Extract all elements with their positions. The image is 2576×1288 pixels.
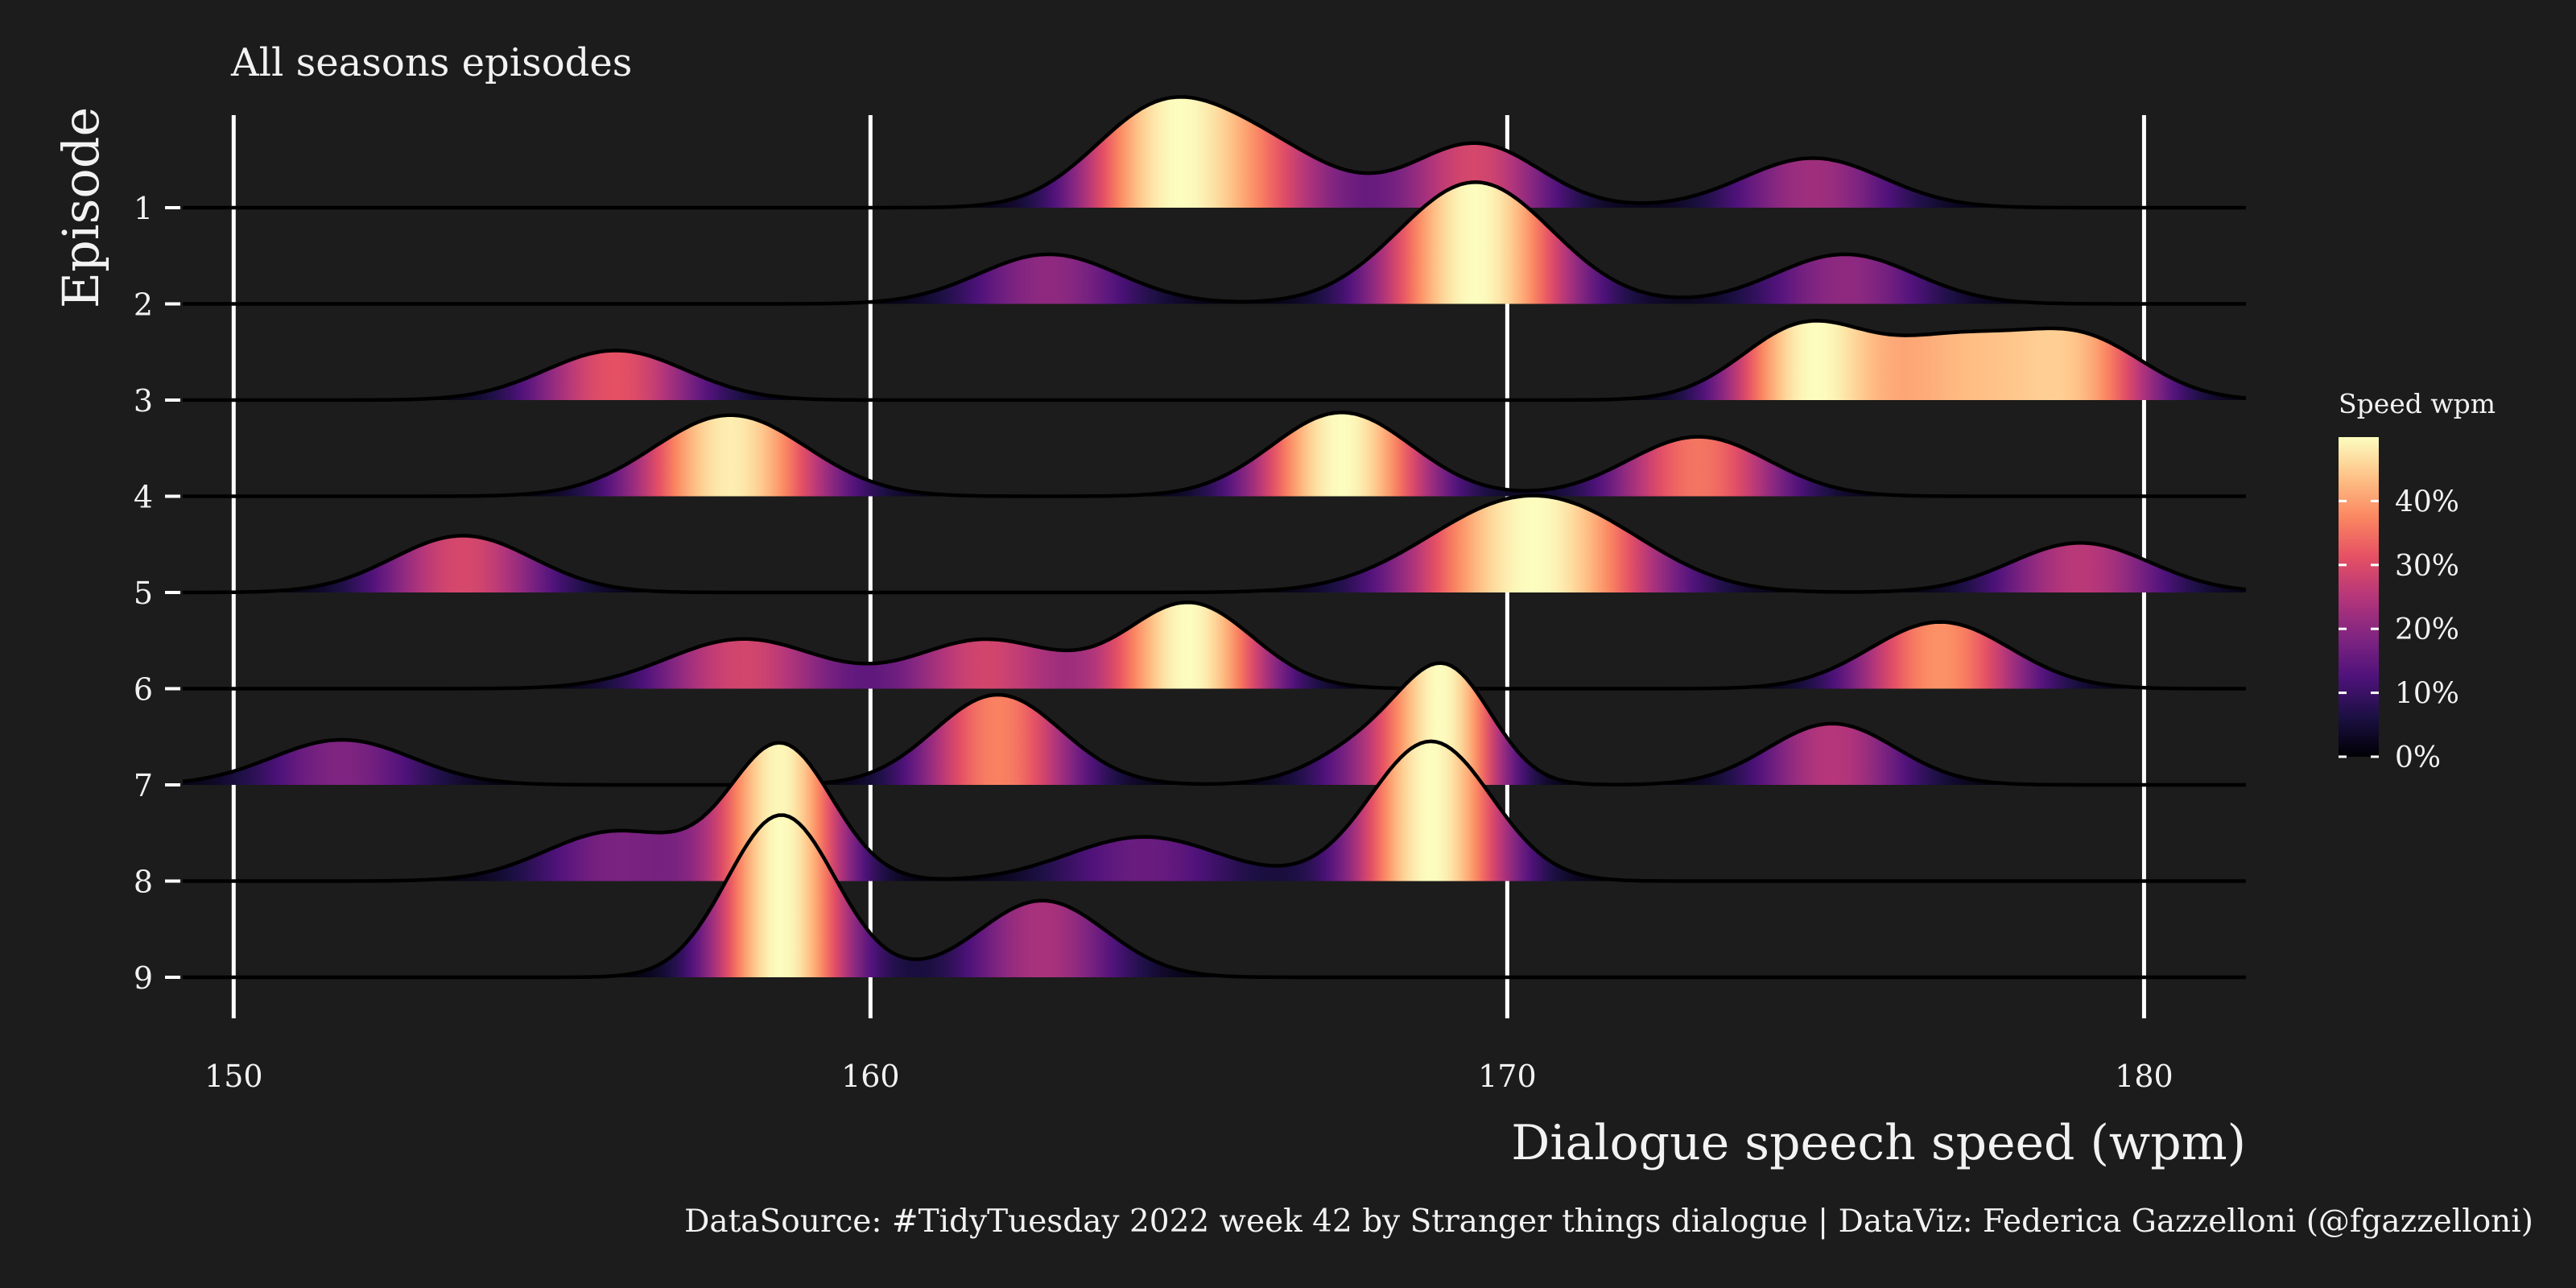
y-tick-label-6: 6 <box>134 672 153 708</box>
x-tick-label-170: 170 <box>1478 1059 1537 1094</box>
ridges <box>183 97 2246 977</box>
legend-colorbar <box>2339 437 2379 757</box>
legend-title: Speed wpm <box>2339 388 2496 419</box>
y-tick-label-5: 5 <box>134 576 153 611</box>
ridge-fill-episode-5 <box>183 496 2246 592</box>
y-tick-label-1: 1 <box>134 191 153 226</box>
ridge-fill-episode-9 <box>183 815 2246 977</box>
x-axis-title: Dialogue speech speed (wpm) <box>1511 1115 2246 1171</box>
y-axis-title: Episode <box>52 107 110 308</box>
y-tick-label-3: 3 <box>134 383 153 419</box>
x-tick-label-180: 180 <box>2115 1059 2174 1094</box>
legend-tick-label-20: 20% <box>2395 613 2459 646</box>
x-tick-label-160: 160 <box>841 1059 900 1094</box>
subtitle: All seasons episodes <box>230 40 632 85</box>
legend-tick-label-0: 0% <box>2395 741 2441 774</box>
ridge-fill-episode-8 <box>183 741 2246 881</box>
ridge-outline-episode-9 <box>183 815 2246 977</box>
caption: DataSource: #TidyTuesday 2022 week 42 by… <box>684 1203 2533 1240</box>
y-tick-label-4: 4 <box>134 480 153 515</box>
y-tick-label-7: 7 <box>134 768 153 803</box>
legend-tick-label-10: 10% <box>2395 678 2459 711</box>
y-tick-label-9: 9 <box>134 960 153 996</box>
ridge-fill-episode-6 <box>183 602 2246 688</box>
legend-tick-label-30: 30% <box>2395 550 2459 583</box>
legend: 0% 10% 20% 30% 40% <box>2339 437 2459 774</box>
ridge-fill-episode-4 <box>183 412 2246 496</box>
ridge-fill-episode-1 <box>183 97 2246 208</box>
y-tick-label-2: 2 <box>134 287 153 323</box>
y-tick-label-8: 8 <box>134 865 153 900</box>
legend-tick-label-40: 40% <box>2395 485 2459 518</box>
x-tick-label-150: 150 <box>204 1059 263 1094</box>
